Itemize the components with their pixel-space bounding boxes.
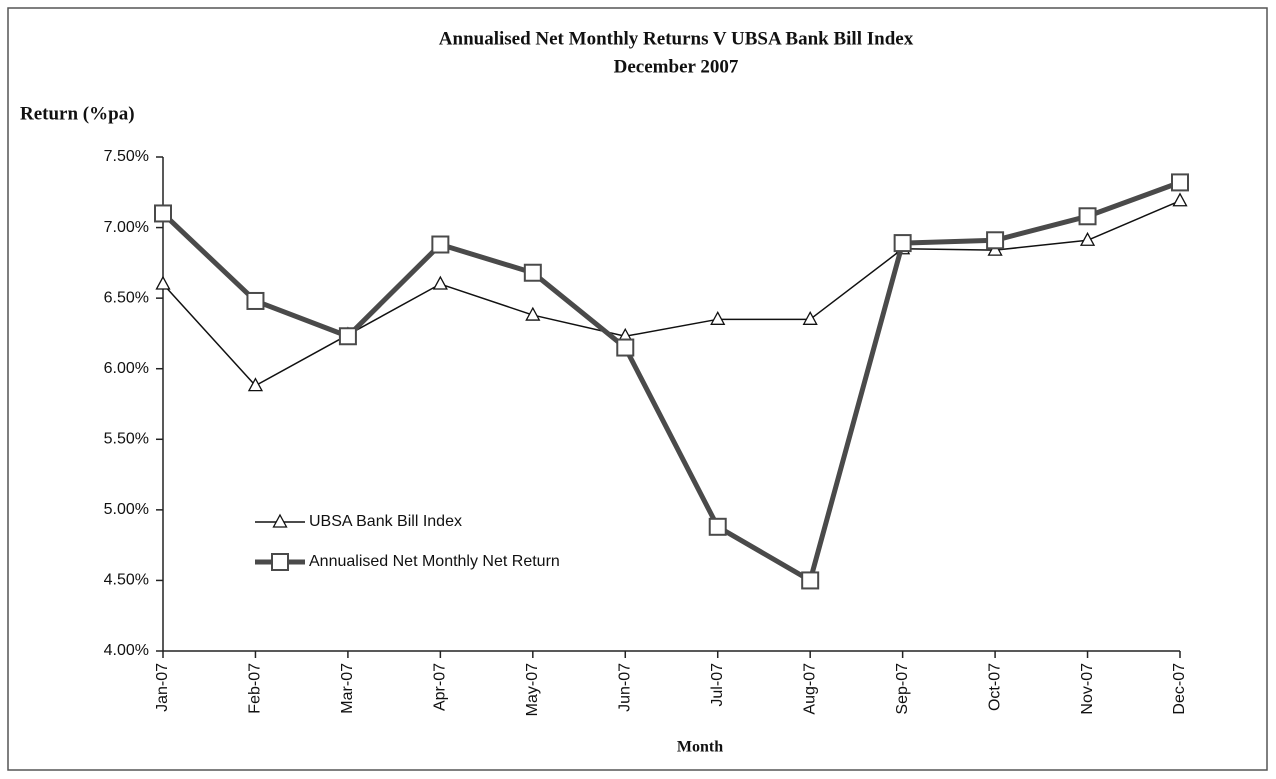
y-tick-label: 7.50% xyxy=(104,148,149,165)
series-line xyxy=(162,200,1181,387)
y-axis-label: Return (%pa) xyxy=(20,103,135,124)
chart-subtitle: December 2007 xyxy=(614,56,739,77)
y-tick-label: 6.00% xyxy=(104,360,149,377)
point-marker xyxy=(525,306,541,321)
x-tick-label: Jul-07 xyxy=(709,663,726,707)
x-tick-label: Jun-07 xyxy=(616,663,633,712)
point-marker xyxy=(893,234,912,253)
point-marker xyxy=(801,571,820,590)
legend-label: UBSA Bank Bill Index xyxy=(309,513,462,530)
point-marker xyxy=(155,275,171,290)
point-marker xyxy=(708,517,727,536)
x-tick-label: Jan-07 xyxy=(154,663,171,712)
y-tick-label: 5.00% xyxy=(104,501,149,518)
point-marker xyxy=(247,377,264,392)
x-tick-label: Nov-07 xyxy=(1079,663,1096,715)
point-marker xyxy=(1172,192,1188,207)
point-marker xyxy=(154,204,172,223)
y-tick-label: 6.50% xyxy=(104,289,149,306)
y-tick-label: 7.00% xyxy=(104,219,149,236)
chart-frame xyxy=(7,7,1268,771)
chart-title: Annualised Net Monthly Returns V UBSA Ba… xyxy=(439,28,914,49)
point-marker xyxy=(802,310,818,325)
point-marker xyxy=(432,275,448,290)
y-tick-label: 4.00% xyxy=(104,642,149,659)
x-tick-label: May-07 xyxy=(524,663,541,716)
x-tick-label: Mar-07 xyxy=(339,663,356,714)
legend-marker xyxy=(272,513,288,528)
point-marker xyxy=(1078,207,1097,226)
point-marker xyxy=(523,263,542,282)
x-tick-label: Aug-07 xyxy=(801,663,818,715)
point-marker xyxy=(1171,173,1189,192)
point-marker xyxy=(431,235,450,254)
series-line xyxy=(161,180,1181,583)
legend-label: Annualised Net Monthly Net Return xyxy=(309,553,560,570)
point-marker xyxy=(1079,231,1096,246)
point-marker xyxy=(710,310,726,325)
x-tick-label: Apr-07 xyxy=(432,663,449,711)
point-marker xyxy=(986,231,1005,250)
x-tick-label: Feb-07 xyxy=(247,663,264,714)
y-tick-label: 4.50% xyxy=(104,572,149,589)
y-tick-label: 5.50% xyxy=(104,431,149,448)
point-marker xyxy=(246,291,265,310)
x-tick-label: Oct-07 xyxy=(986,663,1003,711)
x-tick-label: Dec-07 xyxy=(1171,663,1188,715)
legend-marker xyxy=(271,553,289,571)
point-marker xyxy=(338,327,357,346)
point-marker xyxy=(616,338,635,357)
x-axis-label: Month xyxy=(677,739,723,756)
x-tick-label: Sep-07 xyxy=(894,663,911,715)
